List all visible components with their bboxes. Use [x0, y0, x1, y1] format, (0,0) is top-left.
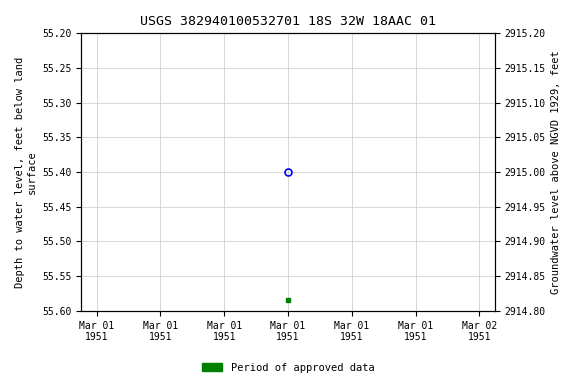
Y-axis label: Depth to water level, feet below land
surface: Depth to water level, feet below land su…: [15, 56, 37, 288]
Title: USGS 382940100532701 18S 32W 18AAC 01: USGS 382940100532701 18S 32W 18AAC 01: [140, 15, 436, 28]
Legend: Period of approved data: Period of approved data: [198, 359, 378, 377]
Y-axis label: Groundwater level above NGVD 1929, feet: Groundwater level above NGVD 1929, feet: [551, 50, 561, 294]
